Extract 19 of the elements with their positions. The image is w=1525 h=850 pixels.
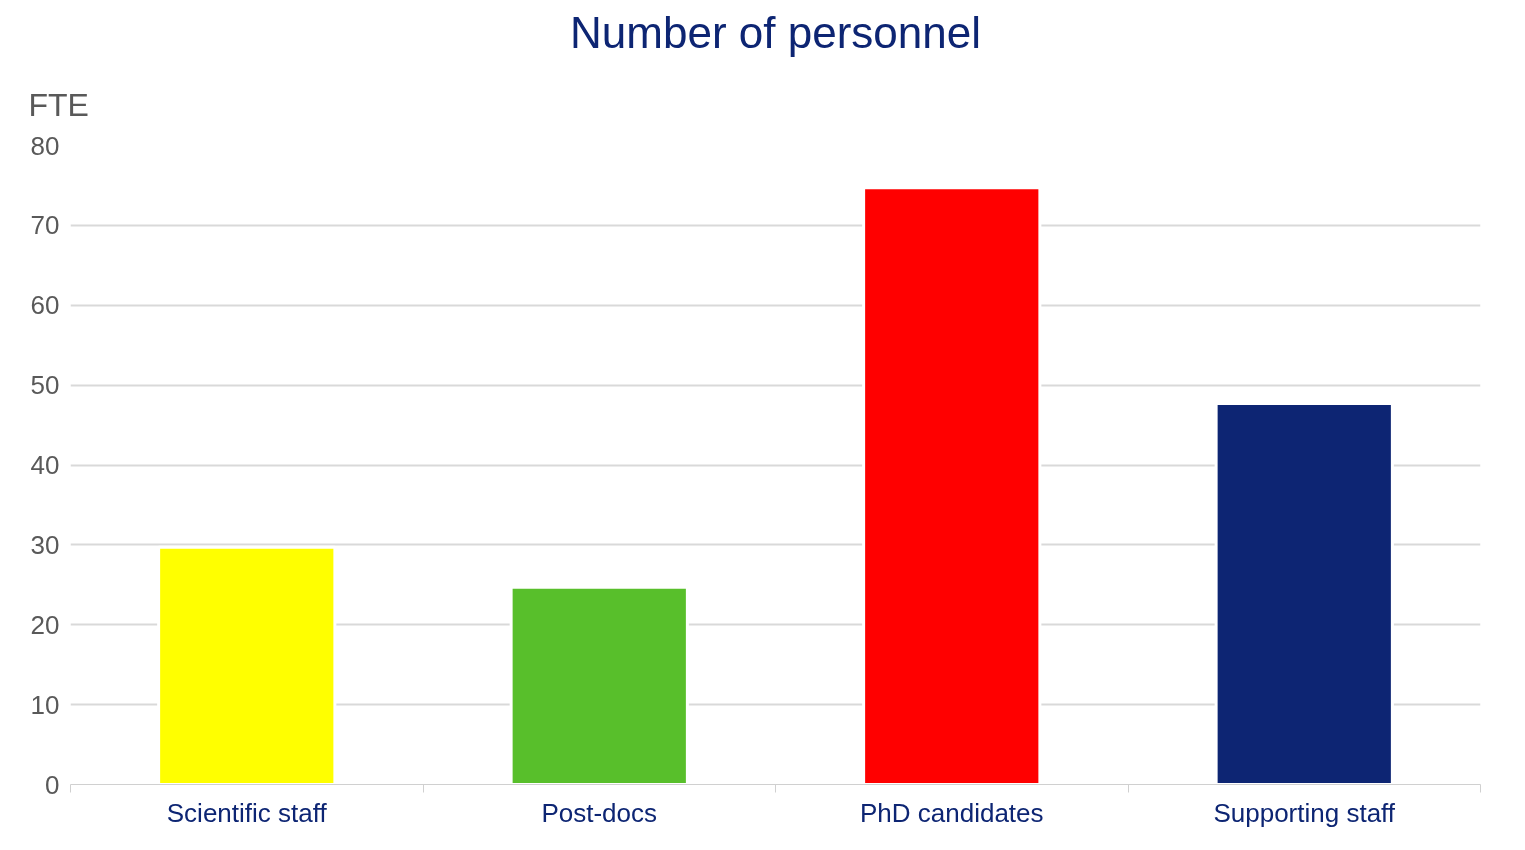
x-tick-label: Supporting staff [1213, 797, 1396, 828]
bar [157, 545, 337, 785]
x-tick-label: PhD candidates [859, 797, 1044, 828]
y-tick-label: 80 [30, 130, 60, 161]
bar [509, 585, 689, 785]
x-tick-label: Post-docs [541, 797, 658, 828]
y-tick-label: 0 [45, 769, 60, 800]
y-axis-title: FTE [28, 86, 89, 123]
y-tick-label: 10 [30, 689, 60, 720]
y-tick-label: 50 [30, 370, 60, 401]
bar [862, 186, 1042, 785]
y-tick-label: 70 [30, 210, 60, 241]
x-tick-label: Scientific staff [166, 797, 328, 828]
y-tick-label: 40 [30, 450, 60, 480]
y-tick-label: 30 [30, 529, 60, 560]
chart-title: Number of personnel [570, 7, 981, 57]
y-tick-label: 20 [30, 609, 60, 640]
y-tick-label: 60 [30, 290, 60, 321]
bar [1214, 402, 1394, 785]
